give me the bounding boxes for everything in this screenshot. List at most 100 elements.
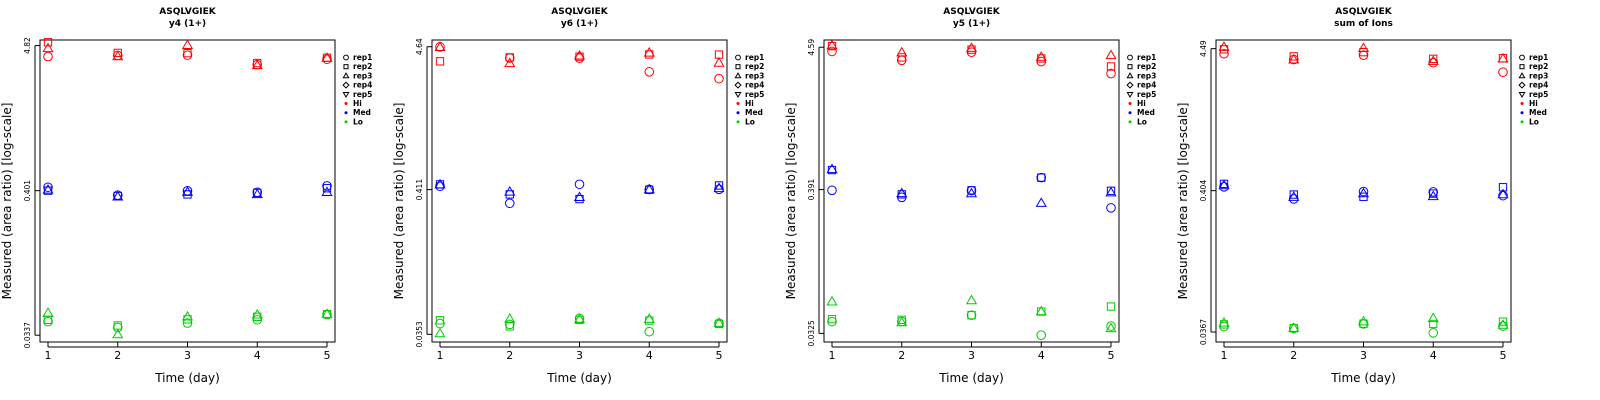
data-point-hi-rep3 (1357, 42, 1370, 52)
data-point-lo-rep3 (826, 295, 838, 306)
data-point-med-rep3 (965, 187, 978, 198)
x-axis-label: Time (day) (546, 371, 612, 385)
legend-med-label: Med (745, 108, 763, 117)
data-point-lo-rep1 (644, 326, 655, 337)
x-tick-label: 2 (114, 349, 121, 362)
chart-subtitle: y6 (1+) (561, 19, 598, 29)
legend-hi-dot (1128, 102, 1132, 105)
y-tick-label: 0.0353 (415, 321, 424, 347)
data-point-hi-rep1 (827, 46, 837, 57)
legend-med-dot (344, 111, 348, 115)
data-point-med-rep3 (181, 186, 194, 196)
data-point-lo-rep3 (1218, 316, 1230, 327)
data-point-lo-rep2 (967, 311, 976, 320)
data-point-hi-rep1 (322, 54, 332, 65)
data-point-hi-rep2 (1429, 54, 1438, 63)
data-point-med-rep1 (1428, 187, 1439, 197)
legend-rep2-symbol (735, 64, 741, 70)
data-point-lo-rep3 (965, 294, 978, 305)
legend-rep1-symbol (735, 54, 741, 61)
data-point-med-rep3 (1497, 188, 1509, 199)
data-point-med-rep1 (1358, 186, 1369, 197)
chart-title: ASQLVGIEK (943, 7, 1000, 17)
data-point-med-rep3 (713, 182, 725, 193)
data-point-hi-rep3 (181, 39, 194, 50)
data-point-med-rep3 (251, 188, 263, 199)
x-tick-label: 4 (1430, 349, 1437, 362)
data-point-hi-rep3 (643, 46, 655, 57)
data-point-hi-rep1 (1106, 68, 1116, 79)
legend-rep5-label: rep5 (1529, 90, 1548, 99)
x-axis-label: Time (day) (154, 371, 220, 385)
data-point-hi-rep3 (251, 59, 263, 70)
data-point-med-rep3 (1218, 179, 1230, 190)
data-point-lo-rep3 (1497, 319, 1509, 329)
legend-rep5-label: rep5 (745, 90, 764, 99)
legend-rep5-label: rep5 (353, 90, 372, 99)
legend-rep4-symbol (734, 81, 742, 89)
data-point-lo-rep3 (573, 313, 586, 324)
x-tick-label: 5 (324, 349, 331, 362)
chart-panel-2: ASQLVGIEK y6 (1+) 1 2 3 4 5 0.0353 0.411 4.64 Time… (392, 7, 764, 385)
data-point-hi-rep2 (1106, 62, 1116, 71)
chart-subtitle: sum of Ions (1334, 19, 1393, 29)
data-point-hi-rep3 (434, 41, 446, 51)
data-point-med-rep2 (1498, 183, 1508, 192)
data-point-med-rep2 (1037, 173, 1046, 182)
data-point-med-rep1 (1036, 172, 1047, 183)
data-point-hi-rep1 (1219, 48, 1229, 59)
data-point-hi-rep3 (1497, 52, 1509, 63)
data-point-med-rep1 (574, 179, 585, 190)
data-point-med-rep3 (1105, 186, 1117, 197)
data-point-lo-rep1 (112, 322, 123, 333)
legend-lo-dot (736, 120, 740, 124)
data-point-med-rep3 (826, 163, 838, 174)
legend-rep4-symbol (342, 81, 350, 89)
data-point-hi-rep3 (1035, 51, 1047, 61)
data-point-lo-rep1 (252, 314, 263, 325)
legend-lo-label: Lo (1137, 117, 1147, 126)
x-tick-label: 5 (1500, 349, 1507, 362)
data-point-med-rep1 (322, 181, 332, 191)
data-point-lo-rep3 (321, 308, 333, 318)
data-point-hi-rep1 (966, 47, 977, 58)
legend-rep3-label: rep3 (745, 71, 764, 80)
data-point-med-rep3 (112, 190, 124, 201)
x-tick-label: 1 (45, 349, 52, 362)
y-axis-label: Measured (area ratio) [log-scale] (784, 103, 798, 300)
data-point-lo-rep3 (434, 327, 446, 338)
legend-hi-label: Hi (1529, 99, 1538, 108)
data-point-lo-rep2 (827, 314, 837, 324)
plot-frame (431, 39, 728, 343)
data-point-lo-rep1 (1498, 321, 1508, 331)
data-point-hi-rep3 (1105, 49, 1117, 60)
legend-med-dot (736, 111, 740, 115)
x-tick-label: 2 (898, 349, 905, 362)
data-point-hi-rep3 (1427, 55, 1439, 65)
data-point-hi-rep3 (826, 39, 838, 50)
y-tick-label: 0.0367 (1199, 319, 1208, 345)
legend-med-label: Med (1137, 108, 1155, 117)
data-point-hi-rep3 (965, 42, 978, 52)
legend-rep2-label: rep2 (745, 62, 764, 71)
chart-panel-1: ASQLVGIEK y4 (1+) 1 2 3 4 5 0.0337 0.401 4.82 Time… (0, 7, 372, 385)
data-point-lo-rep1 (1036, 330, 1047, 340)
data-point-lo-rep3 (1035, 305, 1047, 316)
y-tick-label: 4.49 (1199, 40, 1208, 57)
data-point-hi-rep1 (896, 55, 907, 66)
legend-rep4-label: rep4 (745, 81, 764, 90)
data-point-lo-rep1 (827, 316, 837, 327)
data-point-hi-rep3 (896, 46, 908, 57)
legend-hi-dot (344, 102, 348, 105)
legend-rep1-symbol (343, 54, 349, 61)
legend-rep1-label: rep1 (1529, 53, 1548, 62)
legend-rep2-symbol (1127, 64, 1133, 70)
y-axis-label: Measured (area ratio) [log-scale] (392, 103, 406, 300)
data-point-lo-rep1 (43, 316, 53, 327)
data-point-med-rep1 (827, 185, 837, 196)
y-tick-label: 4.59 (807, 39, 816, 56)
legend-rep2-label: rep2 (353, 62, 372, 71)
legend-rep3-symbol (1518, 72, 1526, 79)
